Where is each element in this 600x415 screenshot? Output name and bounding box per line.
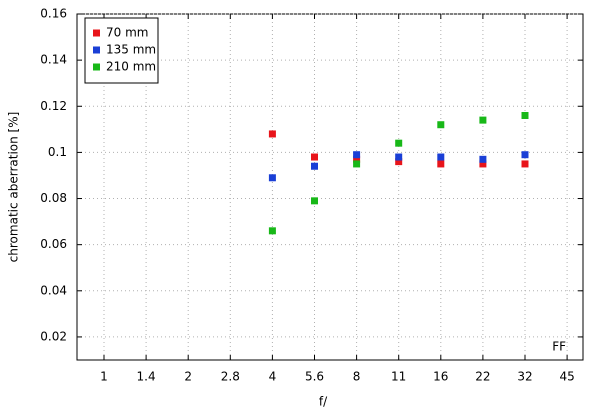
marker	[311, 197, 318, 205]
y-tick-label: 0.02	[40, 329, 67, 343]
marker	[479, 160, 487, 168]
y-tick-label: 0.08	[40, 191, 67, 205]
x-tick-label: 8	[353, 370, 361, 384]
y-axis-label: chromatic aberration [%]	[7, 112, 21, 263]
marker	[311, 162, 318, 170]
marker	[268, 227, 276, 235]
y-tick-label: 0.1	[48, 145, 67, 159]
x-tick-label: 2	[184, 370, 192, 384]
marker	[479, 155, 487, 163]
marker	[437, 153, 445, 161]
x-axis-label: f/	[319, 395, 328, 409]
x-tick-label: 1	[100, 370, 108, 384]
x-tick-label: 4	[269, 370, 277, 384]
marker	[437, 121, 445, 129]
y-tick-label: 0.16	[40, 7, 67, 21]
legend-marker	[93, 46, 100, 54]
x-tick-label: 1.4	[137, 370, 156, 384]
marker	[395, 139, 403, 147]
marker	[521, 160, 529, 168]
marker	[521, 111, 529, 119]
y-tick-label: 0.12	[40, 99, 67, 113]
y-tick-label: 0.06	[40, 237, 67, 251]
x-tick-label: 2.8	[221, 370, 240, 384]
marker	[268, 130, 276, 138]
legend-marker	[93, 29, 100, 37]
x-tick-label: 5.6	[305, 370, 324, 384]
marker	[395, 153, 403, 161]
legend-label: 70 mm	[106, 26, 148, 40]
marker	[353, 151, 361, 159]
legend-label: 135 mm	[106, 43, 156, 57]
y-tick-label: 0.14	[40, 53, 67, 67]
marker	[479, 116, 487, 124]
x-tick-label: 11	[391, 370, 406, 384]
legend-marker	[93, 63, 100, 71]
x-tick-label: 22	[475, 370, 490, 384]
marker	[395, 158, 403, 166]
x-tick-label: 16	[433, 370, 448, 384]
marker	[353, 160, 361, 168]
marker	[353, 155, 361, 163]
annotation: FF	[552, 340, 566, 354]
marker	[437, 160, 445, 168]
y-tick-label: 0.04	[40, 283, 67, 297]
marker	[521, 151, 529, 159]
x-tick-label: 32	[517, 370, 532, 384]
legend-label: 210 mm	[106, 60, 156, 74]
marker	[268, 174, 276, 182]
marker	[311, 153, 318, 161]
x-tick-label: 45	[559, 370, 574, 384]
